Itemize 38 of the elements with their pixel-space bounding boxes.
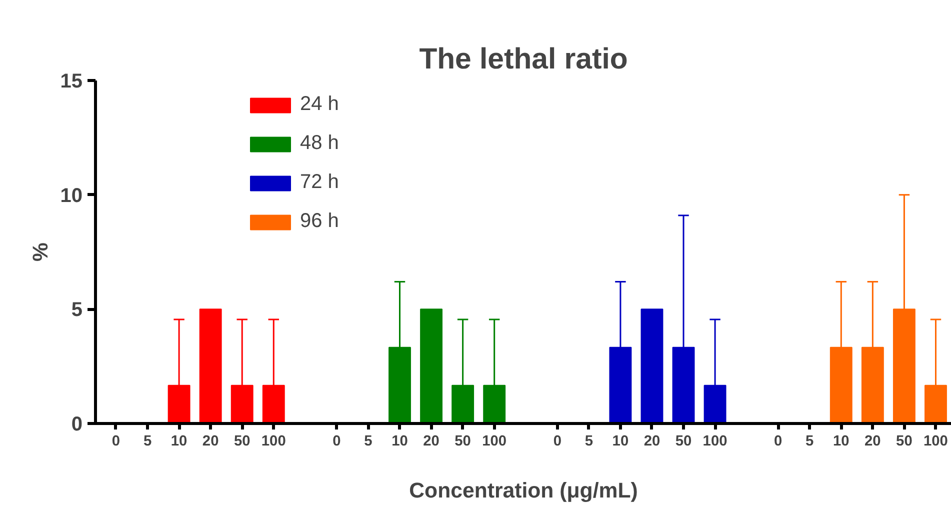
x-tick-label: 20 <box>202 434 219 450</box>
x-tick-label: 5 <box>584 434 593 450</box>
y-tick-label: 10 <box>60 184 83 207</box>
x-tick-label: 100 <box>261 434 286 450</box>
x-tick-label: 50 <box>234 434 250 450</box>
x-tick-label: 0 <box>774 434 782 450</box>
x-tick-label: 10 <box>612 434 629 450</box>
bar <box>199 308 222 424</box>
x-tick-label: 10 <box>392 434 408 450</box>
x-tick-label: 100 <box>482 434 507 450</box>
legend-label: 48 h <box>300 132 339 155</box>
x-tick-label: 10 <box>833 434 850 450</box>
x-tick-label: 5 <box>364 434 372 450</box>
x-tick-label: 10 <box>170 434 188 450</box>
x-tick-label: 100 <box>924 434 948 450</box>
x-tick-label: 50 <box>675 434 692 450</box>
x-tick-label: 5 <box>143 434 152 450</box>
x-tick-label: 0 <box>112 434 120 450</box>
x-tick-label: 50 <box>454 434 471 450</box>
legend-label: 96 h <box>300 210 339 233</box>
x-axis-title: Concentration (μg/mL) <box>409 478 638 502</box>
y-tick-label: 15 <box>60 70 83 92</box>
x-tick-label: 20 <box>864 434 881 450</box>
y-axis-title: % <box>28 242 52 262</box>
x-tick-label: 5 <box>806 434 814 450</box>
x-tick-label: 50 <box>896 434 912 450</box>
y-tick-label: 0 <box>71 414 82 436</box>
bar <box>640 308 664 424</box>
x-tick-label: 20 <box>644 434 660 450</box>
x-tick-label: 100 <box>702 434 728 450</box>
x-tick-label: 20 <box>423 434 440 450</box>
y-tick-label: 5 <box>71 299 82 322</box>
x-tick-label: 0 <box>332 434 341 450</box>
x-tick-label: 0 <box>553 434 562 450</box>
chart-title: The lethal ratio <box>419 42 628 76</box>
legend-label: 24 h <box>300 93 339 116</box>
legend-label: 72 h <box>300 171 339 194</box>
bar <box>420 308 442 424</box>
